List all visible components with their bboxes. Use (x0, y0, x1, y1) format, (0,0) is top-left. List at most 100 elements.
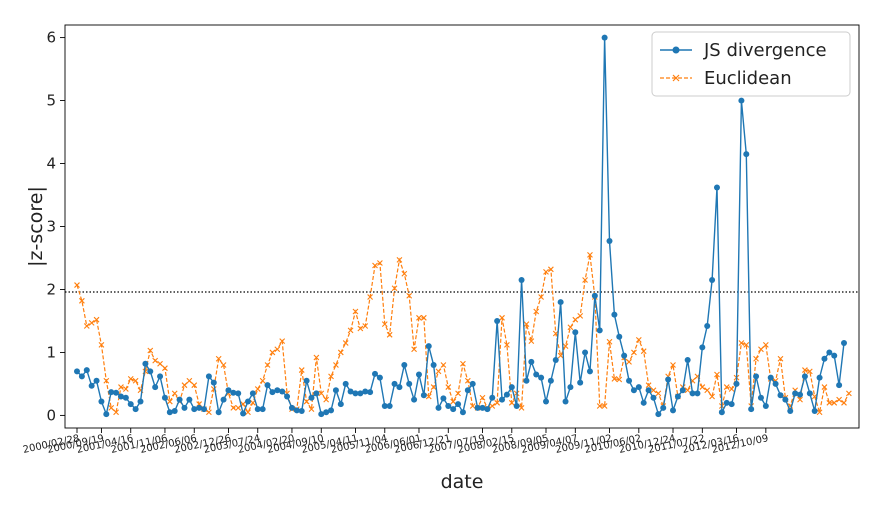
data-point (303, 377, 310, 384)
data-point (689, 390, 696, 397)
data-point (308, 406, 315, 412)
data-point (391, 285, 398, 292)
data-point (367, 294, 374, 300)
data-point (298, 367, 305, 373)
data-point (821, 355, 828, 362)
data-point (396, 384, 403, 391)
data-point (547, 266, 554, 273)
data-point (743, 151, 750, 158)
data-point (704, 387, 711, 394)
data-point (103, 411, 110, 418)
data-point (171, 407, 178, 414)
y-tick-label: 4 (46, 155, 56, 173)
data-point (225, 387, 232, 394)
data-point (435, 368, 442, 375)
legend-box (651, 31, 851, 97)
data-point (460, 360, 466, 367)
data-point (240, 410, 247, 417)
data-point (328, 407, 335, 414)
data-point (684, 387, 691, 394)
data-point (723, 384, 730, 390)
data-point (342, 340, 349, 346)
data-point (479, 394, 486, 401)
data-point (801, 373, 808, 380)
data-point (166, 409, 173, 416)
data-point (274, 346, 281, 353)
data-point (333, 362, 339, 368)
data-point (504, 341, 510, 348)
data-point (181, 382, 188, 389)
data-point (523, 321, 530, 327)
data-point (469, 403, 476, 409)
data-point (318, 390, 325, 397)
data-point (249, 399, 256, 406)
data-point (83, 367, 90, 374)
data-point (401, 362, 408, 369)
data-point (836, 382, 843, 389)
data-point (459, 409, 466, 416)
data-point (650, 394, 657, 401)
data-point (332, 387, 339, 394)
data-point (127, 401, 134, 408)
data-point (259, 406, 266, 413)
data-point (313, 390, 320, 397)
data-point (674, 393, 681, 400)
data-point (508, 384, 515, 391)
data-point (78, 297, 85, 304)
data-point (743, 341, 750, 348)
data-point (694, 390, 701, 397)
data-point (88, 382, 95, 389)
data-point (191, 382, 198, 389)
legend-label-js-divergence: JS divergence (703, 40, 827, 61)
data-point (826, 399, 833, 406)
data-point (826, 349, 833, 356)
data-point (357, 390, 364, 397)
data-point (650, 387, 657, 394)
data-point (831, 399, 838, 406)
data-point (753, 355, 759, 362)
data-point (494, 317, 501, 324)
data-point (245, 409, 251, 416)
data-point (381, 402, 388, 409)
data-point (435, 404, 442, 411)
data-point (777, 355, 784, 362)
data-point (582, 277, 588, 283)
data-point (269, 349, 276, 356)
data-point (699, 344, 706, 351)
data-point (806, 368, 813, 375)
data-point (103, 377, 110, 384)
data-point (430, 362, 437, 369)
data-point (626, 377, 633, 384)
data-point (78, 373, 85, 380)
data-point (792, 390, 799, 397)
data-point (567, 324, 574, 331)
data-point (543, 268, 549, 275)
data-point (533, 308, 540, 315)
data-point (210, 379, 217, 386)
y-tick-label: 2 (46, 280, 56, 298)
data-point (577, 313, 584, 319)
data-point (841, 339, 847, 346)
data-point (357, 325, 364, 332)
data-point (161, 394, 168, 401)
data-point (230, 389, 237, 396)
data-point (518, 277, 525, 284)
data-point (587, 251, 593, 258)
data-point (538, 294, 544, 300)
data-point (362, 388, 369, 395)
data-point (220, 396, 227, 403)
data-point (499, 396, 506, 403)
data-point (489, 403, 496, 409)
data-point (733, 380, 740, 387)
data-point (821, 384, 828, 390)
data-point (186, 377, 193, 384)
data-point (797, 396, 803, 403)
data-point (469, 380, 476, 387)
data-point (660, 404, 667, 411)
data-point (83, 323, 90, 329)
data-point (723, 399, 730, 406)
series-js-divergence (74, 34, 847, 418)
data-point (205, 373, 212, 380)
data-point (93, 316, 100, 323)
data-point (630, 387, 637, 394)
